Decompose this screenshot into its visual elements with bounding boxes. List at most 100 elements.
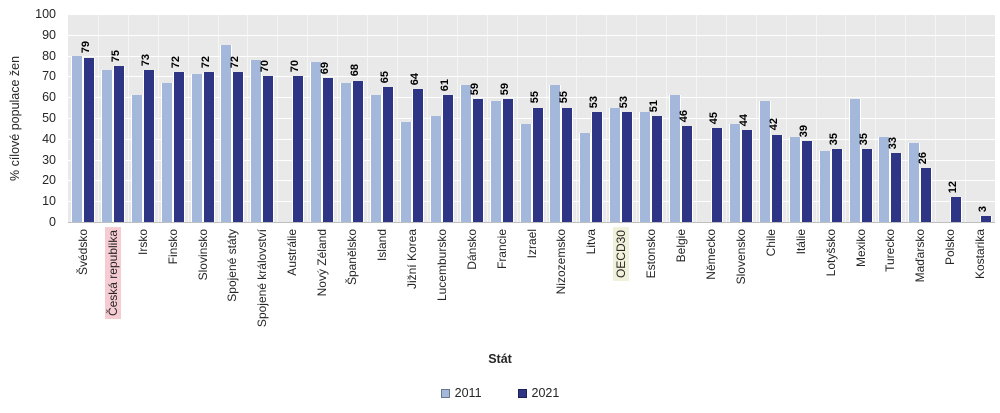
gridline <box>68 34 995 36</box>
bar-2011-Jižní Korea <box>399 122 412 222</box>
category-cell: Turecko <box>875 227 905 347</box>
bar-group: 68 <box>337 14 367 222</box>
category-gridline <box>815 14 817 222</box>
bar-2021-Kostarika <box>980 215 993 222</box>
bar-group: 64 <box>397 14 427 222</box>
value-label: 53 <box>588 95 601 108</box>
category-gridline <box>337 14 339 222</box>
bar-2011-Slovinsko <box>190 74 203 222</box>
category-gridline <box>905 14 907 222</box>
category-gridline <box>576 14 578 222</box>
bar-2021-Estonsko <box>651 115 664 222</box>
category-label: Slovinsko <box>195 229 210 281</box>
bar-2021-Dánsko <box>471 99 484 222</box>
bar-group: 3 <box>965 14 995 222</box>
category-cell: Nizozemsko <box>547 227 577 347</box>
value-label: 72 <box>229 56 242 69</box>
value-label: 64 <box>408 72 421 85</box>
bar-2021-Island <box>382 86 395 222</box>
bar-2011-OECD30 <box>609 107 622 222</box>
category-cell: Austrálie <box>277 227 307 347</box>
category-label: Lotyšsko <box>823 229 838 277</box>
bar-group: 70 <box>277 14 307 222</box>
bar-2021-Nizozemsko <box>561 107 574 222</box>
category-cell: Francie <box>487 227 517 347</box>
category-gridline <box>606 14 608 222</box>
value-label: 35 <box>827 132 840 146</box>
category-cell: Švédsko <box>68 227 98 347</box>
y-tick-label: 100 <box>35 7 56 21</box>
category-cell: Nový Zéland <box>307 227 337 347</box>
y-tick-label: 10 <box>42 194 56 209</box>
bar-group: 12 <box>935 14 965 222</box>
x-axis-title: Stát <box>488 352 512 366</box>
value-label: 55 <box>528 91 541 104</box>
bar-2021-Mexiko <box>860 149 873 222</box>
gridline <box>68 118 995 119</box>
bar-2021-Slovensko <box>740 130 753 222</box>
value-label: 70 <box>259 60 272 73</box>
gridline <box>68 76 995 78</box>
bar-2011-Chile <box>758 101 771 222</box>
category-gridline <box>187 14 189 222</box>
bar-group: 79 <box>68 14 98 222</box>
bar-2011-Mexiko <box>848 99 861 222</box>
bar-group: 72 <box>158 14 188 222</box>
bar-group: 33 <box>875 14 905 222</box>
bar-group: 70 <box>247 14 277 222</box>
category-cell: Mexiko <box>846 227 876 347</box>
category-label: Spojené království <box>255 229 270 328</box>
category-label: Mexiko <box>853 229 868 268</box>
bar-group: 73 <box>128 14 158 222</box>
legend-marker-2021 <box>517 388 527 398</box>
bar-group: 72 <box>188 14 218 222</box>
category-label: Finsko <box>165 229 180 265</box>
y-tick-label: 30 <box>42 152 56 167</box>
bar-2011-Dánsko <box>459 84 472 222</box>
bar-2011-Slovensko <box>728 124 741 222</box>
category-gridline <box>127 14 129 222</box>
category-label: Lucembursko <box>434 229 449 302</box>
category-label: Maďarsko <box>913 229 928 283</box>
category-label: Chile <box>763 229 778 257</box>
category-gridline <box>516 14 518 222</box>
category-gridline <box>307 14 309 222</box>
category-gridline <box>965 14 967 222</box>
bar-group: 35 <box>816 14 846 222</box>
plot-area: 79 75 73 72 72 72 70 70 69 68 65 64 61 59 59 55 55 53 53 51… <box>68 14 995 222</box>
legend-label: 2011 <box>454 386 482 400</box>
category-label: Slovensko <box>733 229 748 285</box>
value-label: 59 <box>468 83 481 96</box>
bar-2011-Lotyšsko <box>818 151 831 222</box>
category-gridline <box>755 14 757 222</box>
bar-group: 39 <box>786 14 816 222</box>
category-label: Litva <box>584 229 599 255</box>
value-label: 59 <box>498 83 511 96</box>
category-label: Itálie <box>793 229 808 255</box>
category-cell: Belgie <box>666 227 696 347</box>
category-gridline <box>845 14 847 222</box>
bar-2021-Belgie <box>681 126 694 222</box>
bar-2011-Itálie <box>788 136 801 222</box>
category-gridline <box>97 14 99 222</box>
category-label: Irsko <box>135 229 150 256</box>
bar-2011-Nizozemsko <box>549 84 562 222</box>
bar-groups: 79 75 73 72 72 72 70 70 69 68 65 64 61 59 59 55 55 53 53 51… <box>68 14 995 222</box>
category-label: Island <box>375 229 390 262</box>
category-gridline <box>486 14 488 222</box>
bar-group: 75 <box>98 14 128 222</box>
category-gridline <box>277 14 279 222</box>
bar-2021-Litva <box>591 111 604 222</box>
x-axis-line <box>68 222 995 223</box>
category-gridline <box>875 14 877 222</box>
bar-2021-Chile <box>770 134 783 222</box>
bar-group: 45 <box>696 14 726 222</box>
legend-item-2021: 2021 <box>517 386 559 400</box>
bar-2021-Polsko <box>950 197 963 222</box>
category-label: Jižní Korea <box>404 229 419 290</box>
category-cell: Litva <box>576 227 606 347</box>
bar-2021-Austrálie <box>292 76 305 222</box>
legend-marker-2011 <box>440 388 450 398</box>
y-tick-label: 40 <box>42 131 56 146</box>
